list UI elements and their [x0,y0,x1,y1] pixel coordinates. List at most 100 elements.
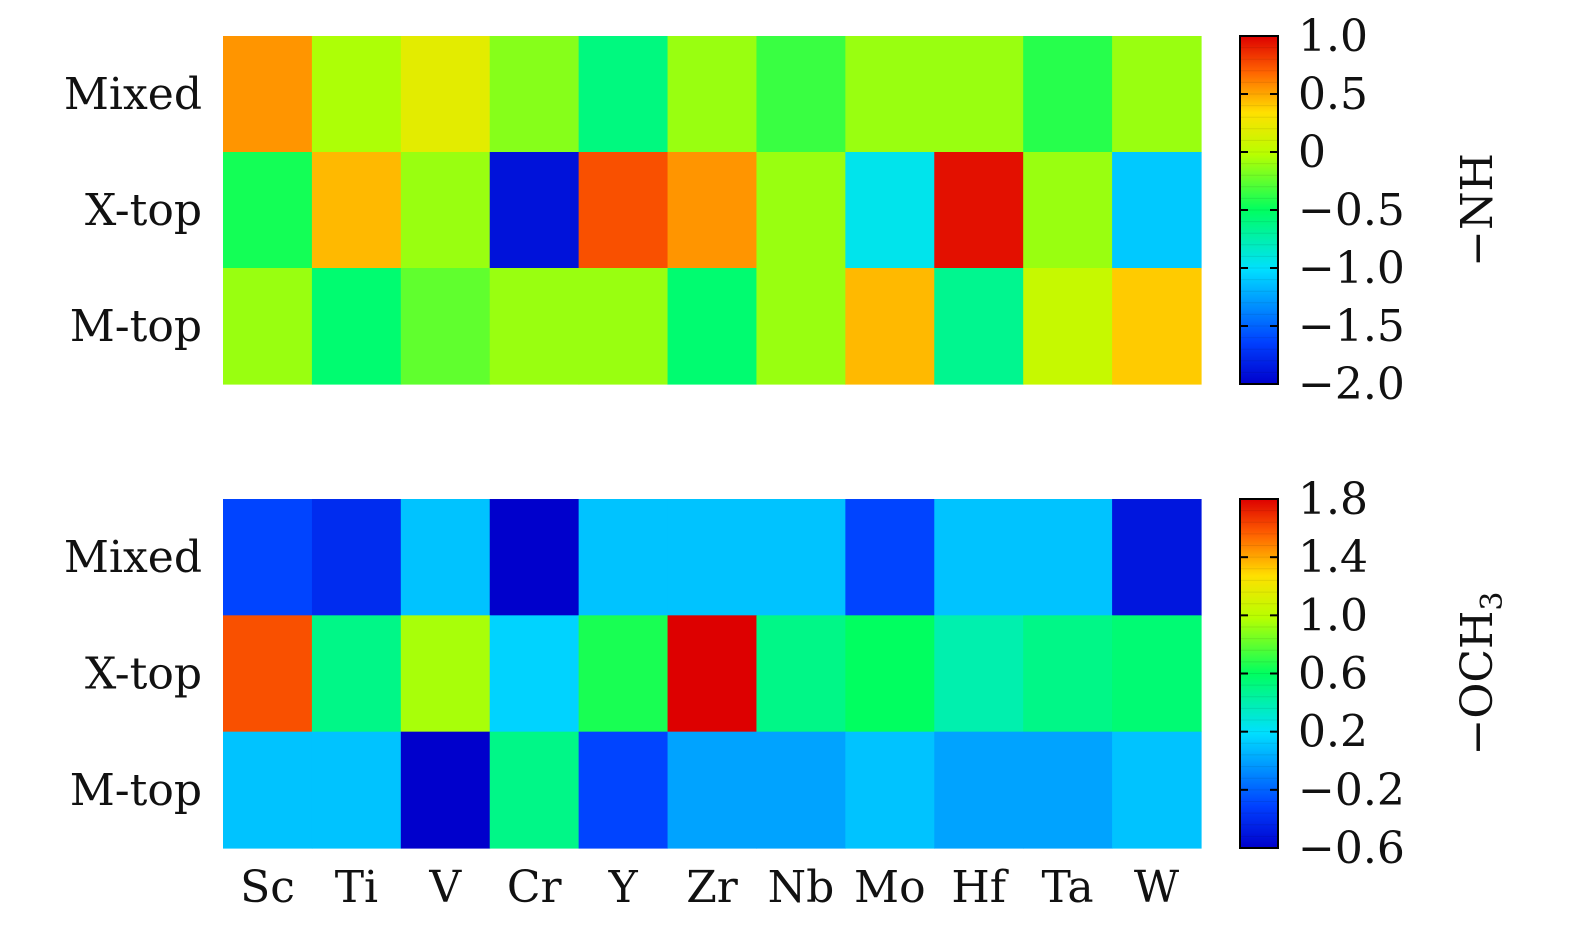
column-label: Ta [1042,862,1094,913]
column-label: Y [608,862,639,913]
cell-m-top-v [400,731,491,849]
row-label: X-top [85,185,202,236]
cell-m-top-zr [667,268,758,385]
colorbar-tick-label: −0.2 [1298,765,1405,816]
cell-x-top-y [578,615,669,733]
cell-mixed-y [578,499,669,616]
colorbar-tick-label: −1.5 [1298,301,1405,352]
cell-m-top-mo [845,268,935,385]
cell-mixed-ta [1023,499,1113,616]
colorbar-tick-label: −2.0 [1298,359,1405,410]
heatmap-panel-1: Mixed X-top M-top 1.0 0.5 0 −0.5 −1.0 −1.5 −2.0 −N… [64,11,1503,410]
cell-x-top-hf [934,152,1024,269]
cell-x-top-nb [756,615,846,733]
cell-x-top-w [1112,615,1202,733]
cell-mixed-mo [845,499,935,616]
column-label: W [1134,862,1180,913]
cell-m-top-ta [1023,268,1113,385]
cell-m-top-v [400,268,491,385]
colorbar-axis-label: −NH [1452,153,1503,267]
cell-mixed-v [400,36,491,153]
cell-m-top-ta [1023,731,1113,849]
colorbar-tick-label: −0.6 [1298,823,1405,874]
cell-m-top-mo [845,731,935,849]
colorbar-2: 1.8 1.4 1.0 0.6 0.2 −0.2 −0.6 −OCH3 [1239,474,1510,874]
cell-x-top-ta [1023,152,1113,269]
cell-m-top-cr [489,268,580,385]
heatmap-panel-2: Mixed X-top M-top Sc Ti V Cr Y Zr Nb Mo Hf Ta W 1.8 1.4… [64,474,1510,913]
cell-m-top-ti [311,731,402,849]
cell-m-top-y [578,731,669,849]
cell-m-top-nb [756,268,846,385]
colorbar-tick-label: 0.6 [1298,649,1368,700]
cell-x-top-nb [756,152,846,269]
cell-mixed-y [578,36,669,153]
colorbar-tick-label: −0.5 [1298,185,1405,236]
cell-x-top-ti [311,615,402,733]
colorbar-1: 1.0 0.5 0 −0.5 −1.0 −1.5 −2.0 −NH [1239,11,1503,410]
cell-mixed-sc [223,36,313,153]
colorbar-tick-label: 1.0 [1298,11,1368,62]
cell-m-top-hf [934,731,1024,849]
cell-mixed-hf [934,36,1024,153]
column-label: V [428,862,462,913]
cell-m-top-zr [667,731,758,849]
colorbar-tick-label: 1.4 [1298,532,1368,583]
colorbar-tick-label: 1.0 [1298,590,1368,641]
column-label: Cr [507,862,563,913]
cell-m-top-ti [311,268,402,385]
cell-mixed-v [400,499,491,616]
cell-mixed-w [1112,36,1202,153]
cell-m-top-w [1112,268,1202,385]
colorbar-axis-label: −OCH3 [1452,591,1510,755]
cell-x-top-zr [667,152,758,269]
column-label: Nb [768,862,835,913]
cell-mixed-nb [756,36,846,153]
column-label: Sc [240,862,295,913]
row-label: X-top [85,649,202,700]
cell-m-top-sc [223,731,313,849]
cell-x-top-hf [934,615,1024,733]
cell-m-top-w [1112,731,1202,849]
cell-mixed-nb [756,499,846,616]
row-label: Mixed [64,532,202,583]
cell-m-top-hf [934,268,1024,385]
colorbar-tick-label: 0 [1298,127,1326,178]
colorbar-tick-label: 0.5 [1298,69,1368,120]
cell-m-top-nb [756,731,846,849]
cell-mixed-cr [489,499,580,616]
cell-x-top-y [578,152,669,269]
column-label: Zr [686,862,739,913]
cell-mixed-zr [667,499,758,616]
row-label: M-top [70,301,202,352]
cell-mixed-hf [934,499,1024,616]
colorbar-tick-label: 0.2 [1298,707,1368,758]
cell-x-top-sc [223,615,313,733]
cell-x-top-ta [1023,615,1113,733]
cell-m-top-y [578,268,669,385]
cell-x-top-w [1112,152,1202,269]
cell-mixed-zr [667,36,758,153]
column-label: Hf [951,862,1008,913]
colorbar-tick-label: −1.0 [1298,243,1405,294]
row-label: Mixed [64,69,202,120]
cell-x-top-sc [223,152,313,269]
cell-x-top-cr [489,615,580,733]
row-label: M-top [70,765,202,816]
cell-x-top-v [400,615,491,733]
cell-m-top-sc [223,268,313,385]
cell-mixed-sc [223,499,313,616]
cell-mixed-mo [845,36,935,153]
cell-mixed-ta [1023,36,1113,153]
cell-x-top-cr [489,152,580,269]
cell-mixed-ti [311,499,402,616]
cell-x-top-mo [845,615,935,733]
column-label: Ti [335,862,378,913]
cell-x-top-mo [845,152,935,269]
cell-mixed-ti [311,36,402,153]
heatmap-panels: Mixed X-top M-top 1.0 0.5 0 −0.5 −1.0 −1.5 −2.0 −N… [64,11,1510,913]
cell-x-top-v [400,152,491,269]
cell-mixed-w [1112,499,1202,616]
cell-m-top-cr [489,731,580,849]
